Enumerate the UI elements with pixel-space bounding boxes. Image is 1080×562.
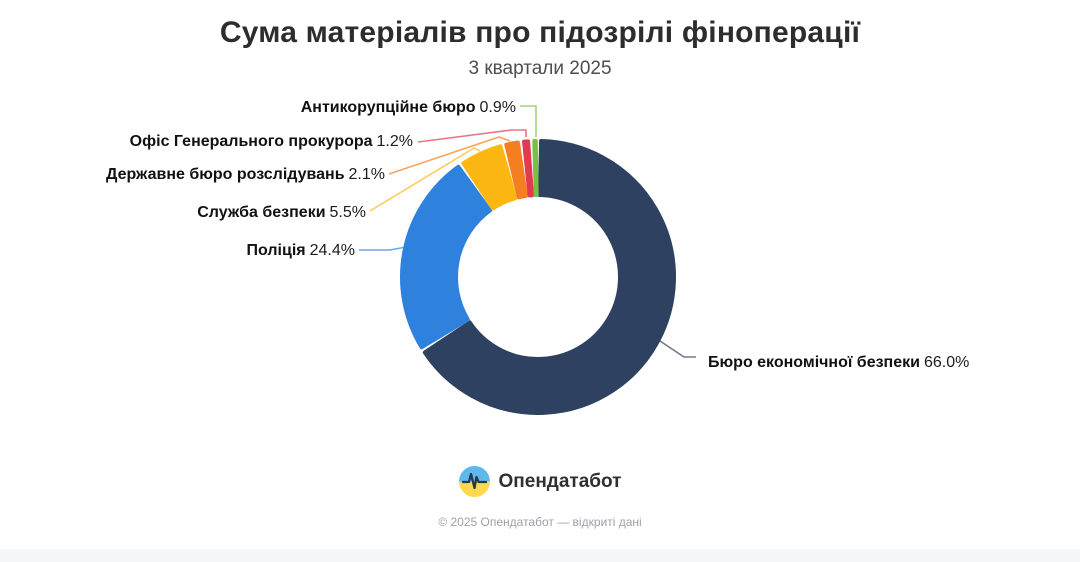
donut-slice-0 bbox=[422, 139, 676, 415]
donut-slice-5 bbox=[532, 139, 539, 198]
callout-prokuror: Офіс Генерального прокурора 1.2% bbox=[130, 132, 413, 151]
leader-line-2 bbox=[369, 147, 481, 212]
callout-police: Поліція 24.4% bbox=[247, 241, 355, 260]
callout-sbu-value: 5.5% bbox=[329, 204, 366, 221]
callout-beb: Бюро економічної безпеки 66.0% bbox=[708, 353, 969, 372]
callout-dbr-value: 2.1% bbox=[348, 166, 385, 183]
callout-antikor-name: Антикорупційне бюро bbox=[300, 99, 476, 116]
donut-slice-3 bbox=[504, 140, 528, 200]
bottom-bar bbox=[0, 549, 1080, 562]
donut-slice-2 bbox=[461, 144, 518, 211]
callout-sbu-name: Служба безпеки bbox=[197, 204, 326, 221]
leader-line-5 bbox=[520, 105, 537, 137]
callout-antikor-value: 0.9% bbox=[479, 99, 516, 116]
callout-antikor: Антикорупційне бюро 0.9% bbox=[301, 98, 516, 117]
donut-slice-1 bbox=[400, 164, 492, 350]
callout-prokuror-value: 1.2% bbox=[376, 133, 413, 150]
callout-police-name: Поліція bbox=[246, 242, 306, 259]
callout-beb-name: Бюро економічної безпеки bbox=[708, 354, 920, 371]
leader-line-0 bbox=[656, 338, 696, 358]
callout-dbr: Державне бюро розслідувань 2.1% bbox=[106, 165, 385, 184]
callout-prokuror-name: Офіс Генерального прокурора bbox=[129, 133, 373, 150]
callout-beb-value: 66.0% bbox=[923, 354, 970, 371]
callout-sbu: Служба безпеки 5.5% bbox=[197, 203, 366, 222]
copyright-text: © 2025 Опендатабот — відкриті дані bbox=[438, 515, 642, 529]
opendatabot-logo: Опендатабот bbox=[0, 466, 1080, 497]
opendatabot-logo-text: Опендатабот bbox=[498, 470, 622, 492]
leader-line-4 bbox=[417, 129, 527, 143]
chart-subtitle: 3 квартали 2025 bbox=[468, 58, 612, 79]
donut-slice-4 bbox=[522, 139, 535, 198]
callout-dbr-name: Державне бюро розслідувань bbox=[105, 166, 345, 183]
leader-line-1 bbox=[359, 246, 407, 251]
leader-line-3 bbox=[388, 136, 511, 175]
chart-title: Сума матеріалів про підозрілі фінопераці… bbox=[219, 16, 861, 49]
callout-police-value: 24.4% bbox=[309, 242, 355, 259]
opendatabot-flag-pulse-icon bbox=[458, 466, 490, 497]
